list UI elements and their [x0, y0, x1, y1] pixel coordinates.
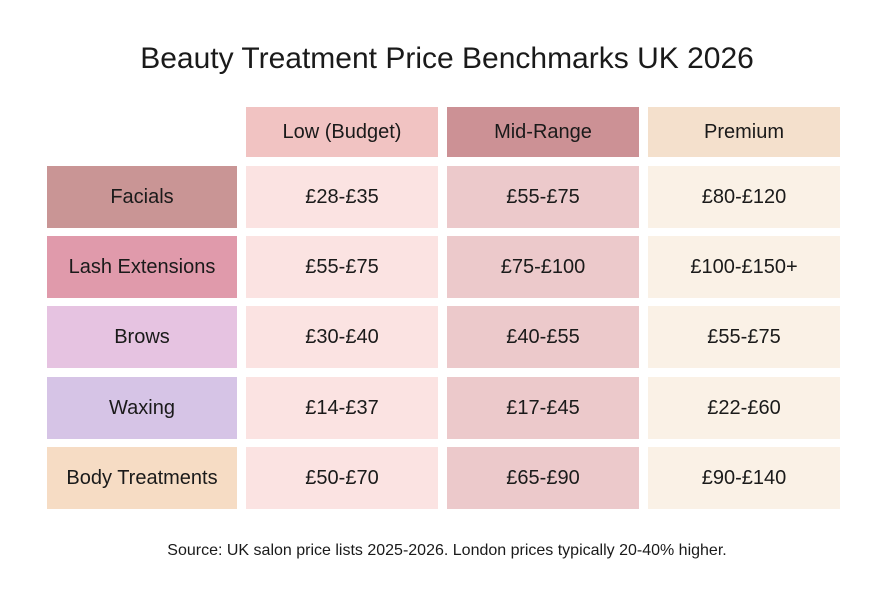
column-header: Mid-Range [447, 107, 639, 157]
row-header: Brows [47, 306, 237, 368]
price-cell: £100-£150+ [648, 236, 840, 298]
price-cell: £80-£120 [648, 166, 840, 228]
row-header: Body Treatments [47, 447, 237, 509]
price-cell: £14-£37 [246, 377, 438, 439]
price-cell: £55-£75 [246, 236, 438, 298]
price-cell: £55-£75 [648, 306, 840, 368]
price-cell: £28-£35 [246, 166, 438, 228]
page-title: Beauty Treatment Price Benchmarks UK 202… [140, 42, 754, 75]
price-cell: £55-£75 [447, 166, 639, 228]
row-header: Lash Extensions [47, 236, 237, 298]
column-header: Low (Budget) [246, 107, 438, 157]
price-cell: £40-£55 [447, 306, 639, 368]
price-cell: £50-£70 [246, 447, 438, 509]
price-cell: £17-£45 [447, 377, 639, 439]
price-cell: £65-£90 [447, 447, 639, 509]
price-cell: £75-£100 [447, 236, 639, 298]
price-cell: £30-£40 [246, 306, 438, 368]
price-cell: £22-£60 [648, 377, 840, 439]
row-header: Facials [47, 166, 237, 228]
source-note: Source: UK salon price lists 2025-2026. … [167, 542, 727, 559]
column-header: Premium [648, 107, 840, 157]
price-cell: £90-£140 [648, 447, 840, 509]
row-header: Waxing [47, 377, 237, 439]
